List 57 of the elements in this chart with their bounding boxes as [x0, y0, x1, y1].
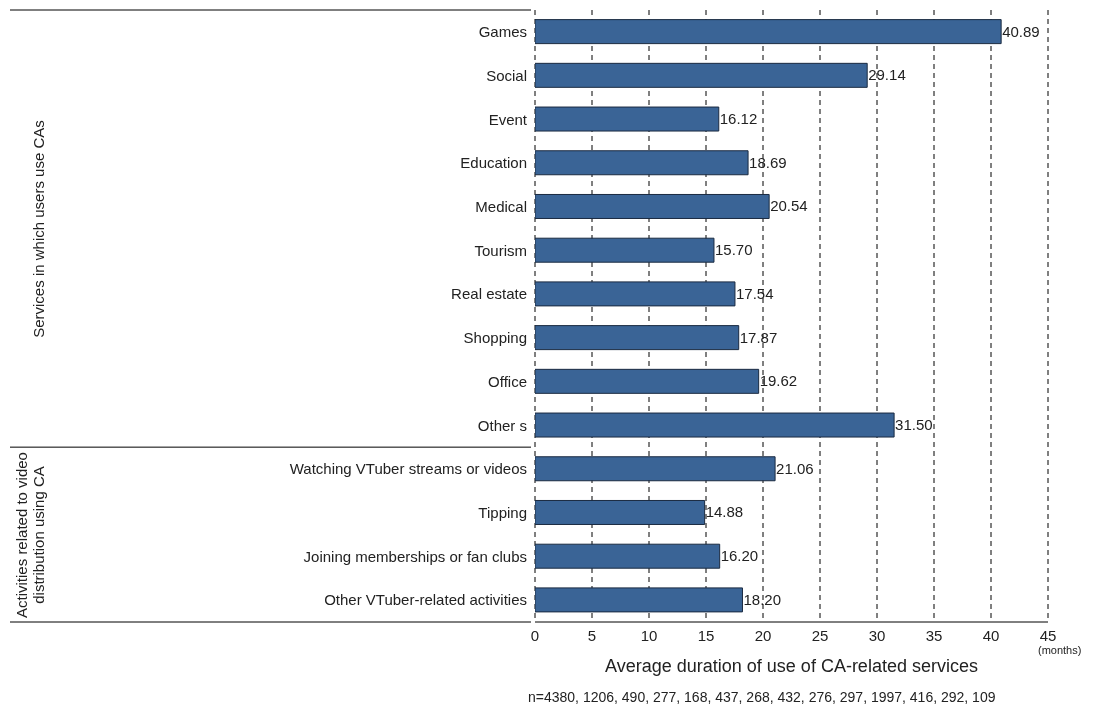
y-tick-label: Joining memberships or fan clubs	[303, 547, 527, 565]
bar	[535, 150, 749, 176]
y-tick-label: Watching VTuber streams or videos	[289, 460, 527, 478]
x-tick-label: 10	[640, 626, 658, 644]
x-tick-label: 20	[754, 626, 772, 644]
x-tick-label: 40	[982, 626, 1000, 644]
data-label: 19.62	[759, 372, 798, 390]
y-tick-label: Medical	[475, 198, 527, 216]
data-label: 16.12	[719, 110, 758, 128]
x-tick-label: 5	[587, 626, 597, 644]
bar	[535, 325, 740, 351]
bar	[535, 499, 706, 525]
bar	[535, 106, 720, 132]
y-tick-label: Real estate	[451, 285, 527, 303]
data-label: 20.54	[770, 197, 808, 215]
x-tick-label: 0	[530, 626, 540, 644]
text: Activities related to video distribution using CA	[13, 450, 48, 620]
text: (months)	[1038, 644, 1082, 656]
bar	[535, 412, 895, 438]
bar	[535, 19, 1002, 45]
y-tick-label: Education	[460, 154, 527, 172]
data-label: 17.54	[735, 284, 774, 302]
y-tick-label: Other s	[477, 416, 527, 434]
x-tick-label: 45	[1039, 626, 1057, 644]
y-tick-label: Social	[486, 66, 527, 84]
x-tick-label: 30	[868, 626, 886, 644]
text: Services in which users use CAs	[30, 118, 48, 340]
bar	[535, 62, 868, 88]
y-tick-label: Games	[478, 23, 527, 41]
y-tick-label: Tipping	[478, 504, 527, 522]
x-tick-label: 35	[925, 626, 943, 644]
bar	[535, 587, 743, 613]
bar	[535, 281, 736, 307]
bar	[535, 368, 760, 394]
y-tick-label: Event	[488, 110, 528, 128]
x-tick-label: 25	[811, 626, 829, 644]
y-tick-label: Other VTuber-related activities	[324, 591, 527, 609]
x-tick-label: 15	[697, 626, 715, 644]
data-label: 14.88	[705, 503, 744, 521]
y-tick-label: Tourism	[474, 241, 527, 259]
data-label: 17.87	[739, 328, 778, 346]
data-label: 40.89	[1002, 22, 1040, 40]
text: n=4380, 1206, 490, 277, 168, 437, 268, 432, 276, 297, 1997, 416, 292, 109	[528, 689, 996, 705]
data-label: 18.20	[743, 590, 782, 608]
bar	[535, 193, 770, 219]
data-label: 16.20	[720, 547, 759, 565]
bar	[535, 543, 721, 569]
data-label: 29.14	[868, 66, 906, 84]
x-axis-title: Average duration of use of CA-related services	[605, 656, 978, 676]
y-tick-label: Office	[488, 372, 527, 390]
bar	[535, 456, 776, 482]
y-tick-label: Shopping	[463, 329, 527, 347]
data-label: 21.06	[776, 459, 814, 477]
data-label: 31.50	[895, 416, 933, 434]
data-label: 15.70	[714, 241, 753, 259]
bar	[535, 237, 715, 263]
data-label: 18.69	[749, 153, 787, 171]
